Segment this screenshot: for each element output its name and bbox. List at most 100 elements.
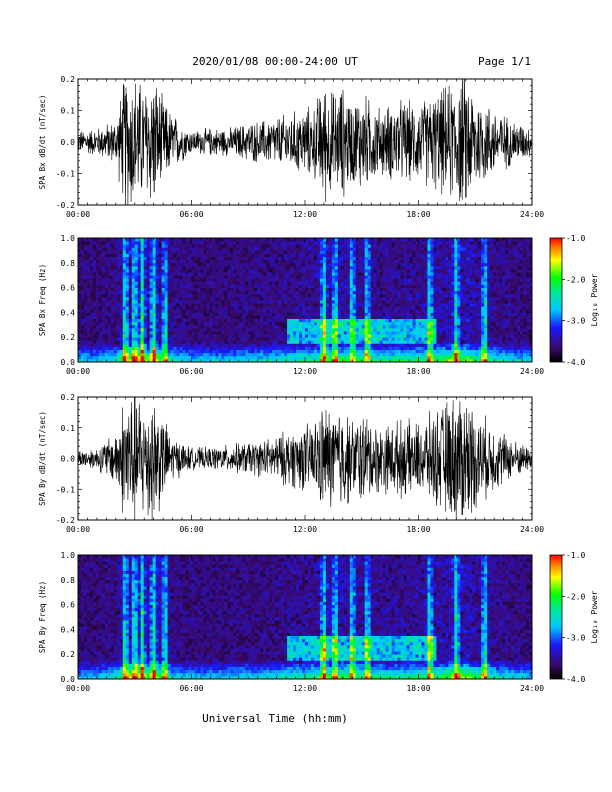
spectrogram-cell: [406, 334, 410, 338]
spectrogram-cell: [125, 321, 130, 326]
spectrogram-cell: [212, 287, 216, 292]
spectrogram-cell: [409, 334, 413, 338]
spectrogram-cell: [367, 352, 372, 357]
spectrogram-cell: [334, 312, 339, 316]
spectrogram-cell: [224, 284, 228, 288]
spectrogram-cell: [194, 272, 198, 276]
spectrogram-cell: [89, 306, 94, 310]
spectrogram-cell: [382, 315, 387, 319]
spectrogram-cell: [125, 256, 130, 261]
spectrogram-cell: [361, 337, 366, 341]
spectrogram-cell: [113, 290, 118, 295]
spectrogram-cell: [433, 265, 437, 270]
spectrogram-cell: [107, 303, 112, 307]
spectrogram-cell: [95, 265, 100, 270]
spectrogram-cell: [254, 309, 258, 313]
spectrogram-cell: [125, 331, 130, 335]
spectrogram-cell: [119, 275, 124, 279]
spectrogram-cell: [251, 247, 255, 251]
spectrogram-cell: [433, 247, 437, 251]
spectrogram-cell: [415, 265, 419, 270]
spectrogram-cell: [358, 284, 363, 288]
spectrogram-cell: [433, 284, 437, 288]
spectrogram-cell: [313, 250, 318, 254]
spectrogram-cell: [337, 349, 342, 354]
spectrogram-cell: [409, 296, 413, 301]
spectrogram-cell: [382, 290, 387, 295]
spectrogram-cell: [403, 296, 407, 301]
spectrogram-cell: [409, 352, 413, 357]
spectrogram-cell: [257, 343, 261, 347]
spectrogram-cell: [266, 256, 270, 261]
spectrogram-cell: [322, 340, 327, 344]
spectrogram-cell: [287, 256, 291, 261]
spectrogram-cell: [421, 309, 425, 313]
spectrogram-cell: [325, 247, 330, 251]
spectrogram-cell: [361, 269, 366, 273]
spectrogram-cell: [197, 262, 201, 267]
spectrogram-cell: [343, 296, 348, 301]
spectrogram-cell: [218, 306, 222, 310]
spectrogram-cell: [260, 358, 264, 362]
spectrogram-cell: [316, 352, 321, 357]
spectrogram-cell: [200, 241, 204, 245]
spectrogram-cell: [305, 238, 309, 242]
spectrogram-cell: [146, 358, 151, 362]
spectrogram-cell: [421, 296, 425, 301]
spectrogram-cell: [352, 284, 357, 288]
spectrogram-cell: [415, 284, 419, 288]
x-tick-label: 24:00: [520, 210, 544, 219]
spectrogram-cell: [236, 355, 240, 360]
spectrogram-cell: [361, 259, 366, 264]
spectrogram-cell: [131, 256, 136, 261]
spectrogram-cell: [364, 300, 369, 304]
spectrogram-cell: [173, 312, 177, 316]
spectrogram-cell: [78, 349, 82, 354]
spectrogram-cell: [278, 269, 282, 273]
spectrogram-cell: [316, 315, 321, 319]
spectrogram-cell: [116, 241, 121, 245]
spectrogram-cell: [325, 358, 330, 362]
spectrogram-cell: [427, 355, 431, 360]
spectrogram-cell: [215, 281, 219, 285]
spectrogram-cell: [340, 331, 345, 335]
spectrogram-cell: [245, 262, 249, 267]
spectrogram-cell: [418, 334, 422, 338]
spectrogram-cell: [272, 287, 276, 292]
spectrogram-cell: [424, 281, 428, 285]
spectrogram-cell: [337, 256, 342, 261]
spectrogram-cell: [349, 327, 354, 332]
spectrogram-cell: [310, 300, 315, 304]
spectrogram-cell: [421, 340, 425, 344]
spectrogram-cell: [334, 272, 339, 276]
spectrogram-cell: [248, 250, 252, 254]
spectrogram-cell: [167, 296, 171, 301]
spectrogram-cell: [254, 300, 258, 304]
spectrogram-cell: [424, 343, 428, 347]
spectrogram-cell: [245, 352, 249, 357]
spectrogram-cell: [230, 275, 234, 279]
spectrogram-cell: [418, 278, 422, 282]
spectrogram-cell: [209, 349, 213, 354]
spectrogram-cell: [239, 244, 243, 248]
spectrogram-cell: [152, 321, 157, 326]
spectrogram-cell: [116, 303, 121, 307]
spectrogram-cell: [104, 262, 109, 267]
spectrogram-cell: [78, 290, 82, 295]
spectrogram-cell: [412, 293, 416, 298]
spectrogram-cell: [101, 334, 106, 338]
spectrogram-cell: [412, 327, 416, 332]
spectrogram-cell: [113, 321, 118, 326]
spectrogram-cell: [266, 259, 270, 264]
spectrogram-cell: [382, 321, 387, 326]
spectrogram-cell: [418, 253, 422, 257]
spectrogram-cell: [424, 358, 428, 362]
spectrogram-cell: [110, 259, 115, 264]
spectrogram-cell: [412, 315, 416, 319]
spectrogram-cell: [337, 343, 342, 347]
spectrogram-cell: [361, 253, 366, 257]
spectrogram-cell: [275, 346, 279, 350]
spectrogram-cell: [391, 315, 396, 319]
spectrogram-cell: [281, 309, 285, 313]
spectrogram-cell: [287, 281, 291, 285]
